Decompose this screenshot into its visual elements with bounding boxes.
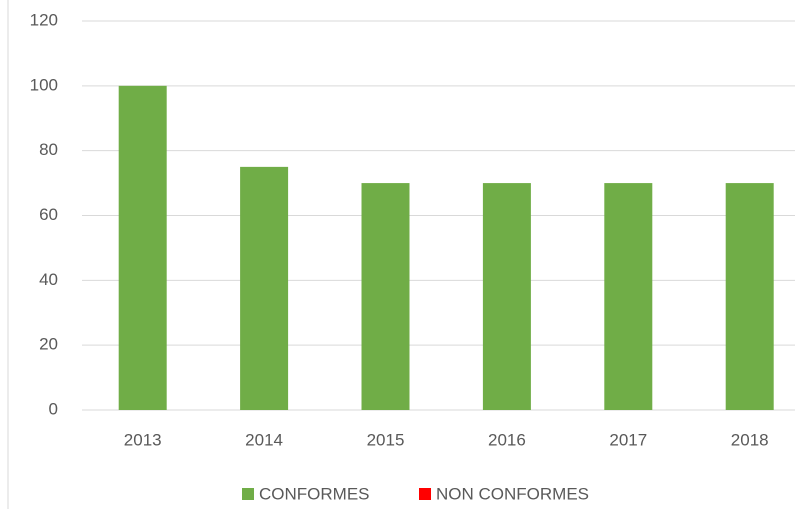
bar [482, 183, 531, 410]
x-tick-label: 2013 [124, 430, 162, 449]
bar [361, 183, 410, 410]
y-tick-label: 100 [30, 75, 58, 94]
legend-swatch [419, 488, 431, 500]
x-tick-label: 2015 [367, 430, 405, 449]
x-tick-label: 2016 [488, 430, 526, 449]
legend-swatch [242, 488, 254, 500]
y-tick-label: 40 [39, 270, 58, 289]
x-tick-label: 2018 [731, 430, 769, 449]
y-tick-label: 80 [39, 140, 58, 159]
y-tick-label: 60 [39, 205, 58, 224]
legend-label: CONFORMES [259, 484, 370, 503]
bar [725, 183, 774, 410]
x-tick-label: 2017 [609, 430, 647, 449]
y-tick-label: 0 [49, 399, 58, 418]
x-tick-label: 2014 [245, 430, 283, 449]
bar [240, 166, 289, 410]
y-tick-label: 120 [30, 10, 58, 29]
y-tick-label: 20 [39, 335, 58, 354]
bar [604, 183, 653, 410]
legend-label: NON CONFORMES [436, 484, 589, 503]
bar [118, 85, 167, 410]
